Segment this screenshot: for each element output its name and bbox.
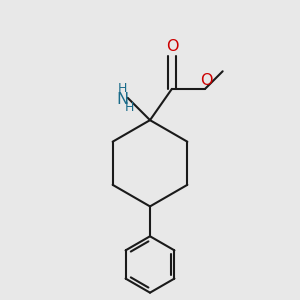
Text: H: H [125, 100, 134, 114]
Text: N: N [116, 92, 128, 107]
Text: O: O [200, 73, 212, 88]
Text: O: O [166, 39, 178, 54]
Text: H: H [117, 82, 127, 95]
